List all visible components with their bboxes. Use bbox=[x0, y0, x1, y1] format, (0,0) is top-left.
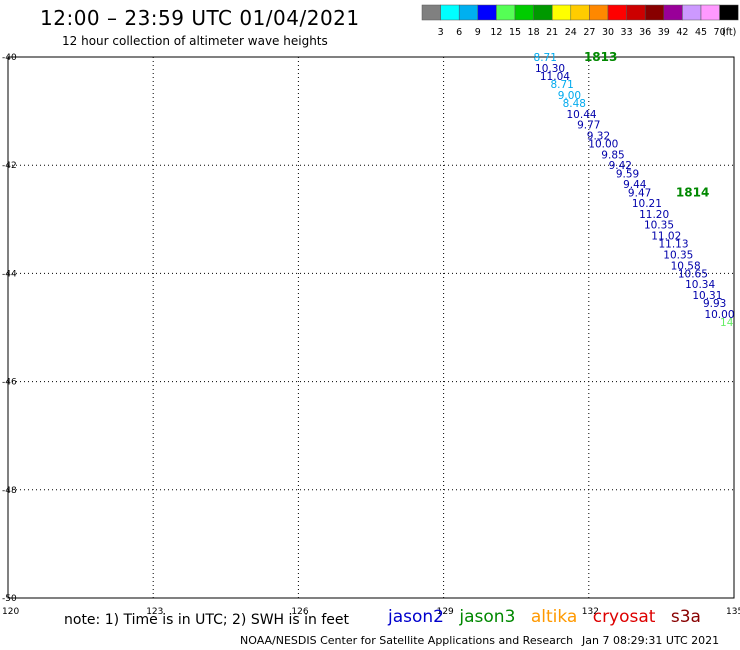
color-legend: 3 6 9 12 15 18 21 24 27 30 33 36 39 42 45 70(ft) bbox=[421, 4, 739, 38]
legend-label: 36 bbox=[639, 27, 651, 38]
swh-data-label: 10.58 bbox=[671, 260, 701, 272]
swh-data-label: 9.32 bbox=[587, 130, 610, 142]
legend-swatch bbox=[719, 4, 739, 21]
swh-data-label: 10.35 bbox=[663, 249, 693, 261]
swh-data-label: 9.47 bbox=[628, 187, 651, 199]
longitude-tick-label: 126 bbox=[291, 607, 308, 617]
swh-data-label: 11.04 bbox=[540, 71, 570, 83]
satellite-legend: jason2 jason3 altika cryosat s3a bbox=[388, 607, 711, 627]
swh-data-label: 11.02 bbox=[651, 231, 681, 243]
page-subtitle: 12 hour collection of altimeter wave hei… bbox=[62, 34, 328, 48]
legend-label: 70 bbox=[714, 27, 726, 38]
swh-data-label: 11.13 bbox=[658, 239, 688, 251]
satellite-cryosat: cryosat bbox=[592, 607, 656, 627]
legend-label: 9 bbox=[475, 27, 481, 38]
swh-data-label: 8.71 bbox=[550, 79, 573, 91]
latitude-tick-label: -50 bbox=[2, 594, 17, 604]
page-title: 12:00 – 23:59 UTC 01/04/2021 bbox=[40, 6, 360, 30]
legend-label: 45 bbox=[695, 27, 707, 38]
swh-data-label: 10.44 bbox=[567, 109, 597, 121]
satellite-s3a: s3a bbox=[670, 607, 701, 627]
swh-data-label: 10.00 bbox=[704, 309, 734, 321]
swh-data-label: 9.00 bbox=[558, 90, 581, 102]
latitude-tick-label: -42 bbox=[2, 161, 17, 171]
swh-data-label: 9.77 bbox=[577, 120, 600, 132]
satellite-jason2: jason2 bbox=[388, 607, 444, 627]
legend-label: 18 bbox=[528, 27, 540, 38]
map-frame bbox=[7, 56, 735, 599]
track-number-label: 1813 bbox=[584, 50, 617, 64]
satellite-altika: altika bbox=[530, 607, 578, 627]
units-note: note: 1) Time is in UTC; 2) SWH is in fe… bbox=[64, 612, 350, 628]
credit-line: NOAA/NESDIS Center for Satellite Applica… bbox=[240, 634, 574, 647]
legend-label: 12 bbox=[490, 27, 502, 38]
swh-data-label: 10.31 bbox=[692, 290, 722, 302]
legend-label: 3 bbox=[438, 27, 444, 38]
legend-label: 27 bbox=[583, 27, 595, 38]
latitude-tick-label: -46 bbox=[2, 378, 17, 388]
swh-data-label: 11.20 bbox=[639, 209, 669, 221]
swh-data-label: 9.59 bbox=[616, 168, 639, 180]
longitude-tick-label: 123 bbox=[146, 607, 163, 617]
swh-data-label: 10.35 bbox=[644, 220, 674, 232]
swh-data-label: 10.34 bbox=[685, 279, 715, 291]
longitude-tick-label: 120 bbox=[2, 607, 19, 617]
swh-data-label: 9.85 bbox=[601, 149, 624, 161]
legend-label: 39 bbox=[658, 27, 670, 38]
swh-data-label: 9.42 bbox=[609, 160, 632, 172]
longitude-tick-label: 135 bbox=[726, 607, 740, 617]
track-number-label: 1814 bbox=[676, 185, 709, 199]
swh-data-label: 10.00 bbox=[588, 139, 618, 151]
legend-label: 30 bbox=[602, 27, 614, 38]
legend-label: (ft) bbox=[722, 27, 736, 38]
longitude-tick-label: 132 bbox=[582, 607, 599, 617]
legend-label: 6 bbox=[456, 27, 462, 38]
legend-label: 21 bbox=[546, 27, 558, 38]
swh-data-label: 9.44 bbox=[623, 179, 647, 191]
legend-label: 33 bbox=[621, 27, 633, 38]
latitude-tick-label: -48 bbox=[2, 486, 17, 496]
swh-data-label: 8.48 bbox=[563, 98, 586, 110]
latitude-tick-label: -44 bbox=[2, 269, 17, 279]
swh-data-label: 10.30 bbox=[535, 63, 565, 75]
legend-label: 42 bbox=[676, 27, 688, 38]
swh-data-label: 14 bbox=[720, 317, 734, 329]
legend-label: 15 bbox=[509, 27, 521, 38]
swh-data-label: 9.93 bbox=[703, 298, 726, 310]
swh-data-label: 10.65 bbox=[678, 268, 708, 280]
credit-timestamp: Jan 7 08:29:31 UTC 2021 bbox=[582, 634, 720, 647]
legend-label: 24 bbox=[565, 27, 577, 38]
longitude-tick-label: 129 bbox=[437, 607, 454, 617]
satellite-jason3: jason3 bbox=[459, 607, 516, 627]
latitude-tick-label: -40 bbox=[2, 53, 17, 63]
swh-data-label: 8.71 bbox=[534, 52, 557, 64]
swh-data-label: 10.21 bbox=[632, 198, 662, 210]
